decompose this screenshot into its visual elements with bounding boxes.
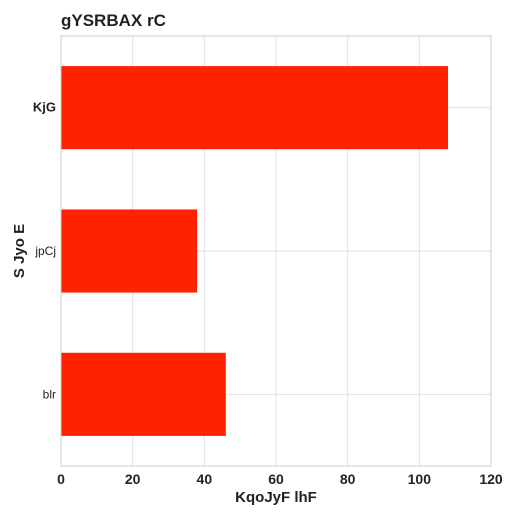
plot-frame	[60, 35, 492, 467]
x-tick-label: 100	[408, 471, 432, 487]
y-tick-label: KjG	[33, 100, 56, 115]
y-tick-label: jpCj	[34, 244, 56, 258]
y-axis-label: S Jyo E	[11, 224, 28, 278]
x-tick-label: 60	[268, 471, 284, 487]
x-tick-label: 80	[340, 471, 356, 487]
x-tick-label: 20	[125, 471, 141, 487]
x-tick-label: 40	[197, 471, 213, 487]
chart-title: gYSRBAX rC	[61, 11, 166, 30]
tick-label-layer: 0 20 40 60 80 100 120 KjG jpCj blr	[33, 100, 503, 487]
x-axis-label: KqoJyF lhF	[235, 489, 317, 506]
bar-layer	[61, 66, 448, 436]
bar-KjG	[61, 66, 448, 150]
bar-jpCj	[61, 209, 198, 293]
y-tick-label: blr	[43, 387, 56, 401]
x-tick-label: 120	[479, 471, 503, 487]
x-tick-label: 0	[57, 471, 65, 487]
bar-blr	[61, 352, 226, 436]
